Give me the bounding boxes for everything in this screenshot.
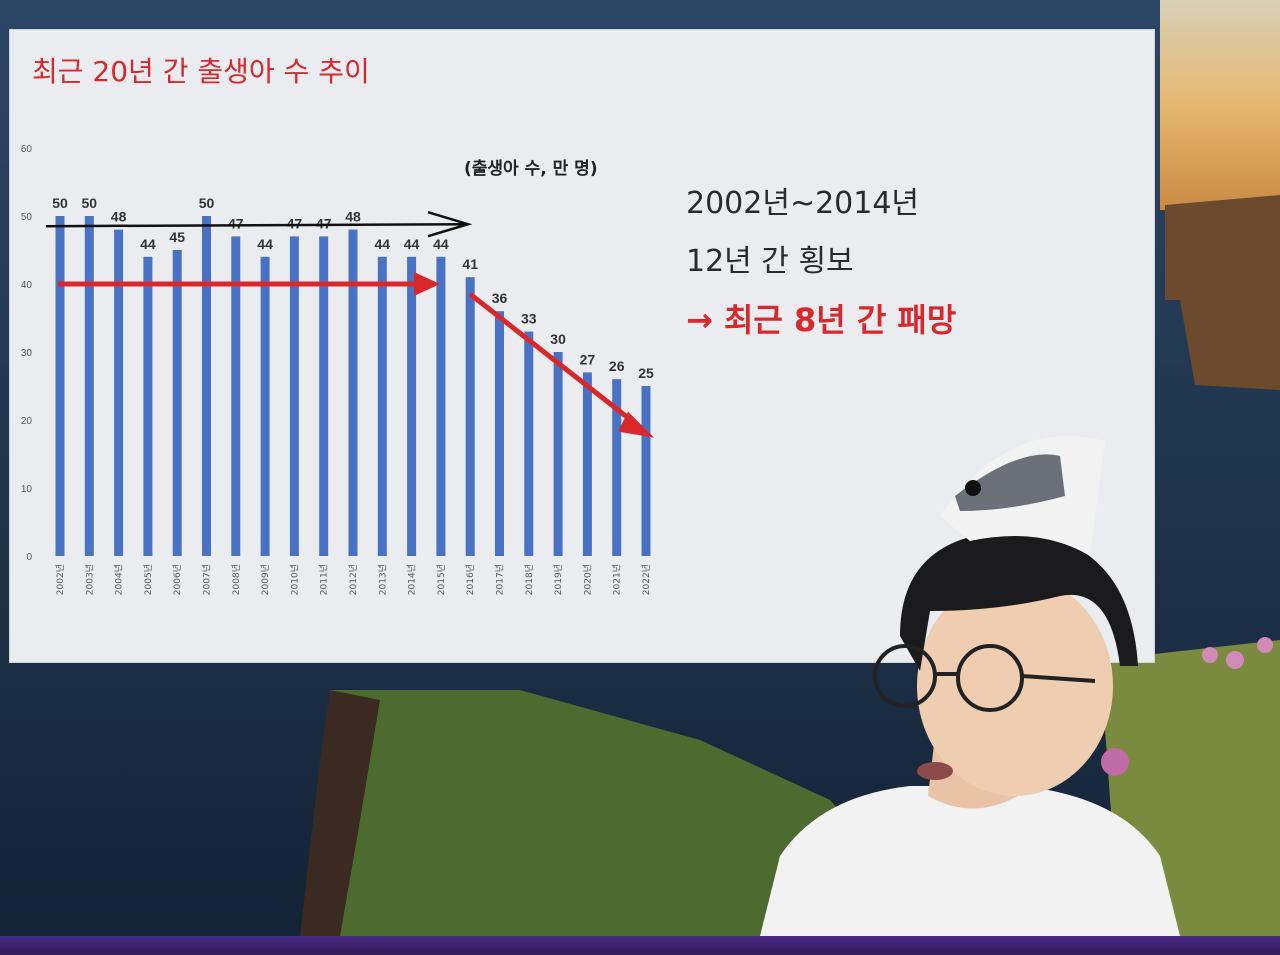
x-tick-label: 2004년 — [114, 564, 125, 595]
bar-value-label: 47 — [287, 215, 303, 231]
slide-title: 최근 20년 간 출생아 수 추이 — [32, 55, 370, 88]
x-tick-label: 2010년 — [289, 564, 300, 595]
bar-value-label: 33 — [521, 311, 537, 327]
chart-bar — [114, 229, 124, 556]
x-tick-label: 2007년 — [202, 564, 213, 595]
x-tick-label: 2016년 — [465, 564, 476, 595]
y-tick-label: 20 — [21, 416, 33, 427]
black-arrow-head — [427, 211, 473, 238]
mouth — [917, 762, 953, 780]
chart-bar — [55, 216, 65, 556]
x-tick-label: 2002년 — [55, 564, 66, 595]
y-tick-label: 50 — [21, 212, 33, 223]
y-tick-label: 40 — [21, 280, 33, 291]
birth-count-chart: 0 10 20 30 40 50 60 50 50 48 44 45 50 47 44 47 47 48 44 44… — [10, 30, 710, 662]
y-tick-label: 10 — [21, 484, 33, 495]
bar-value-label: 45 — [169, 229, 185, 245]
bar-value-label: 48 — [345, 209, 361, 225]
chart-bar — [524, 331, 534, 556]
bar-value-label: 47 — [316, 215, 332, 231]
chart-bar — [582, 372, 592, 556]
bar-value-label: 44 — [140, 236, 156, 252]
x-tick-label: 2017년 — [495, 564, 506, 595]
bar-value-label: 47 — [228, 215, 244, 231]
y-tick-label: 0 — [26, 552, 32, 563]
note-emphasis: → 최근 8년 간 패망 — [686, 301, 957, 339]
x-tick-label: 2009년 — [260, 564, 271, 595]
bar-value-label: 44 — [257, 236, 273, 252]
x-tick-label: 2005년 — [143, 564, 154, 595]
black-trend-arrow — [45, 222, 466, 228]
chart-bar — [436, 256, 446, 556]
chart-bar — [407, 256, 417, 556]
x-tick-label: 2013년 — [377, 564, 388, 595]
red-decline-arrow — [468, 292, 640, 428]
chart-bar — [84, 216, 94, 556]
slide-notes: 2002년~2014년 12년 간 횡보 → 최근 8년 간 패망 — [686, 184, 956, 340]
bar-value-label: 41 — [462, 256, 478, 272]
note-period: 2002년~2014년 — [686, 186, 920, 221]
x-tick-label: 2012년 — [348, 564, 359, 595]
chart-unit-note: (출생아 수, 만 명) — [464, 159, 598, 179]
chart-svg: 0 10 20 30 40 50 60 50 50 48 44 45 50 47 44 47 47 48 44 44… — [21, 144, 654, 595]
stream-bottom-bar — [0, 936, 1280, 955]
bar-value-label: 30 — [550, 331, 566, 347]
x-tick-label: 2019년 — [553, 564, 564, 595]
x-tick-label: 2006년 — [172, 564, 183, 595]
bar-value-label: 44 — [375, 236, 391, 252]
x-tick-label: 2020년 — [582, 564, 593, 595]
bar-value-label: 50 — [52, 195, 68, 211]
red-flat-arrow-head — [414, 272, 440, 296]
x-tick-label: 2011년 — [319, 564, 330, 595]
chart-bar — [319, 236, 329, 556]
red-decline-arrow-head — [618, 411, 654, 438]
note-flat: 12년 간 횡보 — [686, 244, 854, 279]
x-tick-label: 2003년 — [84, 564, 95, 595]
bar-value-label: 50 — [199, 195, 215, 211]
bar-value-label: 25 — [638, 365, 654, 381]
chart-bar — [465, 277, 475, 556]
bar-value-label: 36 — [492, 290, 508, 306]
x-tick-label: 2015년 — [436, 564, 447, 595]
bar-value-label: 26 — [609, 358, 625, 374]
chart-bar — [348, 229, 358, 556]
x-tick-label: 2014년 — [407, 564, 418, 595]
bar-value-label: 44 — [404, 236, 420, 252]
chart-bar — [202, 216, 211, 556]
face — [917, 576, 1113, 796]
chart-bar — [172, 250, 182, 556]
chart-bar — [495, 311, 504, 556]
chart-bar — [612, 379, 622, 556]
streamer-webcam — [760, 436, 1180, 936]
glasses-icon — [873, 644, 1096, 712]
bar-value-label: 50 — [82, 195, 98, 211]
chart-bar — [641, 386, 651, 556]
bar-value-label: 44 — [433, 236, 449, 252]
hair — [900, 531, 1138, 671]
bar-value-label: 48 — [111, 209, 127, 225]
x-tick-label: 2022년 — [641, 564, 652, 595]
x-tick-label: 2018년 — [524, 564, 535, 595]
y-tick-label: 60 — [21, 144, 33, 155]
x-tick-label: 2008년 — [231, 564, 242, 595]
chart-bar — [143, 256, 153, 556]
chart-bar — [377, 256, 387, 556]
chart-bar — [231, 236, 241, 556]
chart-bar — [553, 352, 563, 556]
x-tick-label: 2021년 — [612, 564, 623, 595]
chart-bar — [289, 236, 299, 556]
chart-bar — [260, 256, 270, 556]
white-shirt — [760, 786, 1180, 936]
y-tick-label: 30 — [21, 348, 33, 359]
bar-value-label: 27 — [580, 351, 596, 367]
